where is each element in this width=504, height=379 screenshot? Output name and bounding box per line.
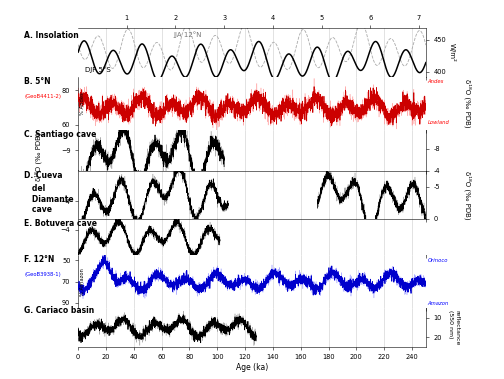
Text: δ¹⁸O (‰ PDB): δ¹⁸O (‰ PDB) <box>464 171 471 219</box>
Text: Andes: Andes <box>427 79 444 84</box>
Text: δ¹⁸O (‰ PDB): δ¹⁸O (‰ PDB) <box>464 79 471 127</box>
Text: % Amazon: % Amazon <box>80 268 85 296</box>
Text: D. Cueva: D. Cueva <box>24 171 62 180</box>
Text: G. Cariaco basin: G. Cariaco basin <box>24 306 94 315</box>
Text: F. 12°N: F. 12°N <box>24 255 54 264</box>
Text: (GeoB3938-1): (GeoB3938-1) <box>24 272 61 277</box>
Text: W/m²: W/m² <box>449 43 456 62</box>
Text: del: del <box>24 184 45 193</box>
Text: B. 5°N: B. 5°N <box>24 77 51 86</box>
Text: Orinoco: Orinoco <box>427 258 448 263</box>
Text: C. Santiago cave: C. Santiago cave <box>24 130 97 139</box>
Text: cave: cave <box>24 205 52 215</box>
Text: E. Botuvera cave: E. Botuvera cave <box>24 219 97 228</box>
Text: A. Insolation: A. Insolation <box>24 31 79 40</box>
Text: JJA 12°N: JJA 12°N <box>174 31 202 38</box>
Text: Lowland: Lowland <box>427 121 450 125</box>
Text: % Andes: % Andes <box>80 92 85 114</box>
Text: (GeoB4411-2): (GeoB4411-2) <box>24 94 61 99</box>
Text: Amazon: Amazon <box>427 301 449 305</box>
Text: reflectance
(550 nm): reflectance (550 nm) <box>449 310 459 345</box>
Text: Diamante: Diamante <box>24 195 74 204</box>
Text: δ¹⁸O (‰ PDB): δ¹⁸O (‰ PDB) <box>34 132 42 180</box>
Text: DJF 5°S: DJF 5°S <box>85 66 111 73</box>
X-axis label: Age (ka): Age (ka) <box>236 363 268 372</box>
